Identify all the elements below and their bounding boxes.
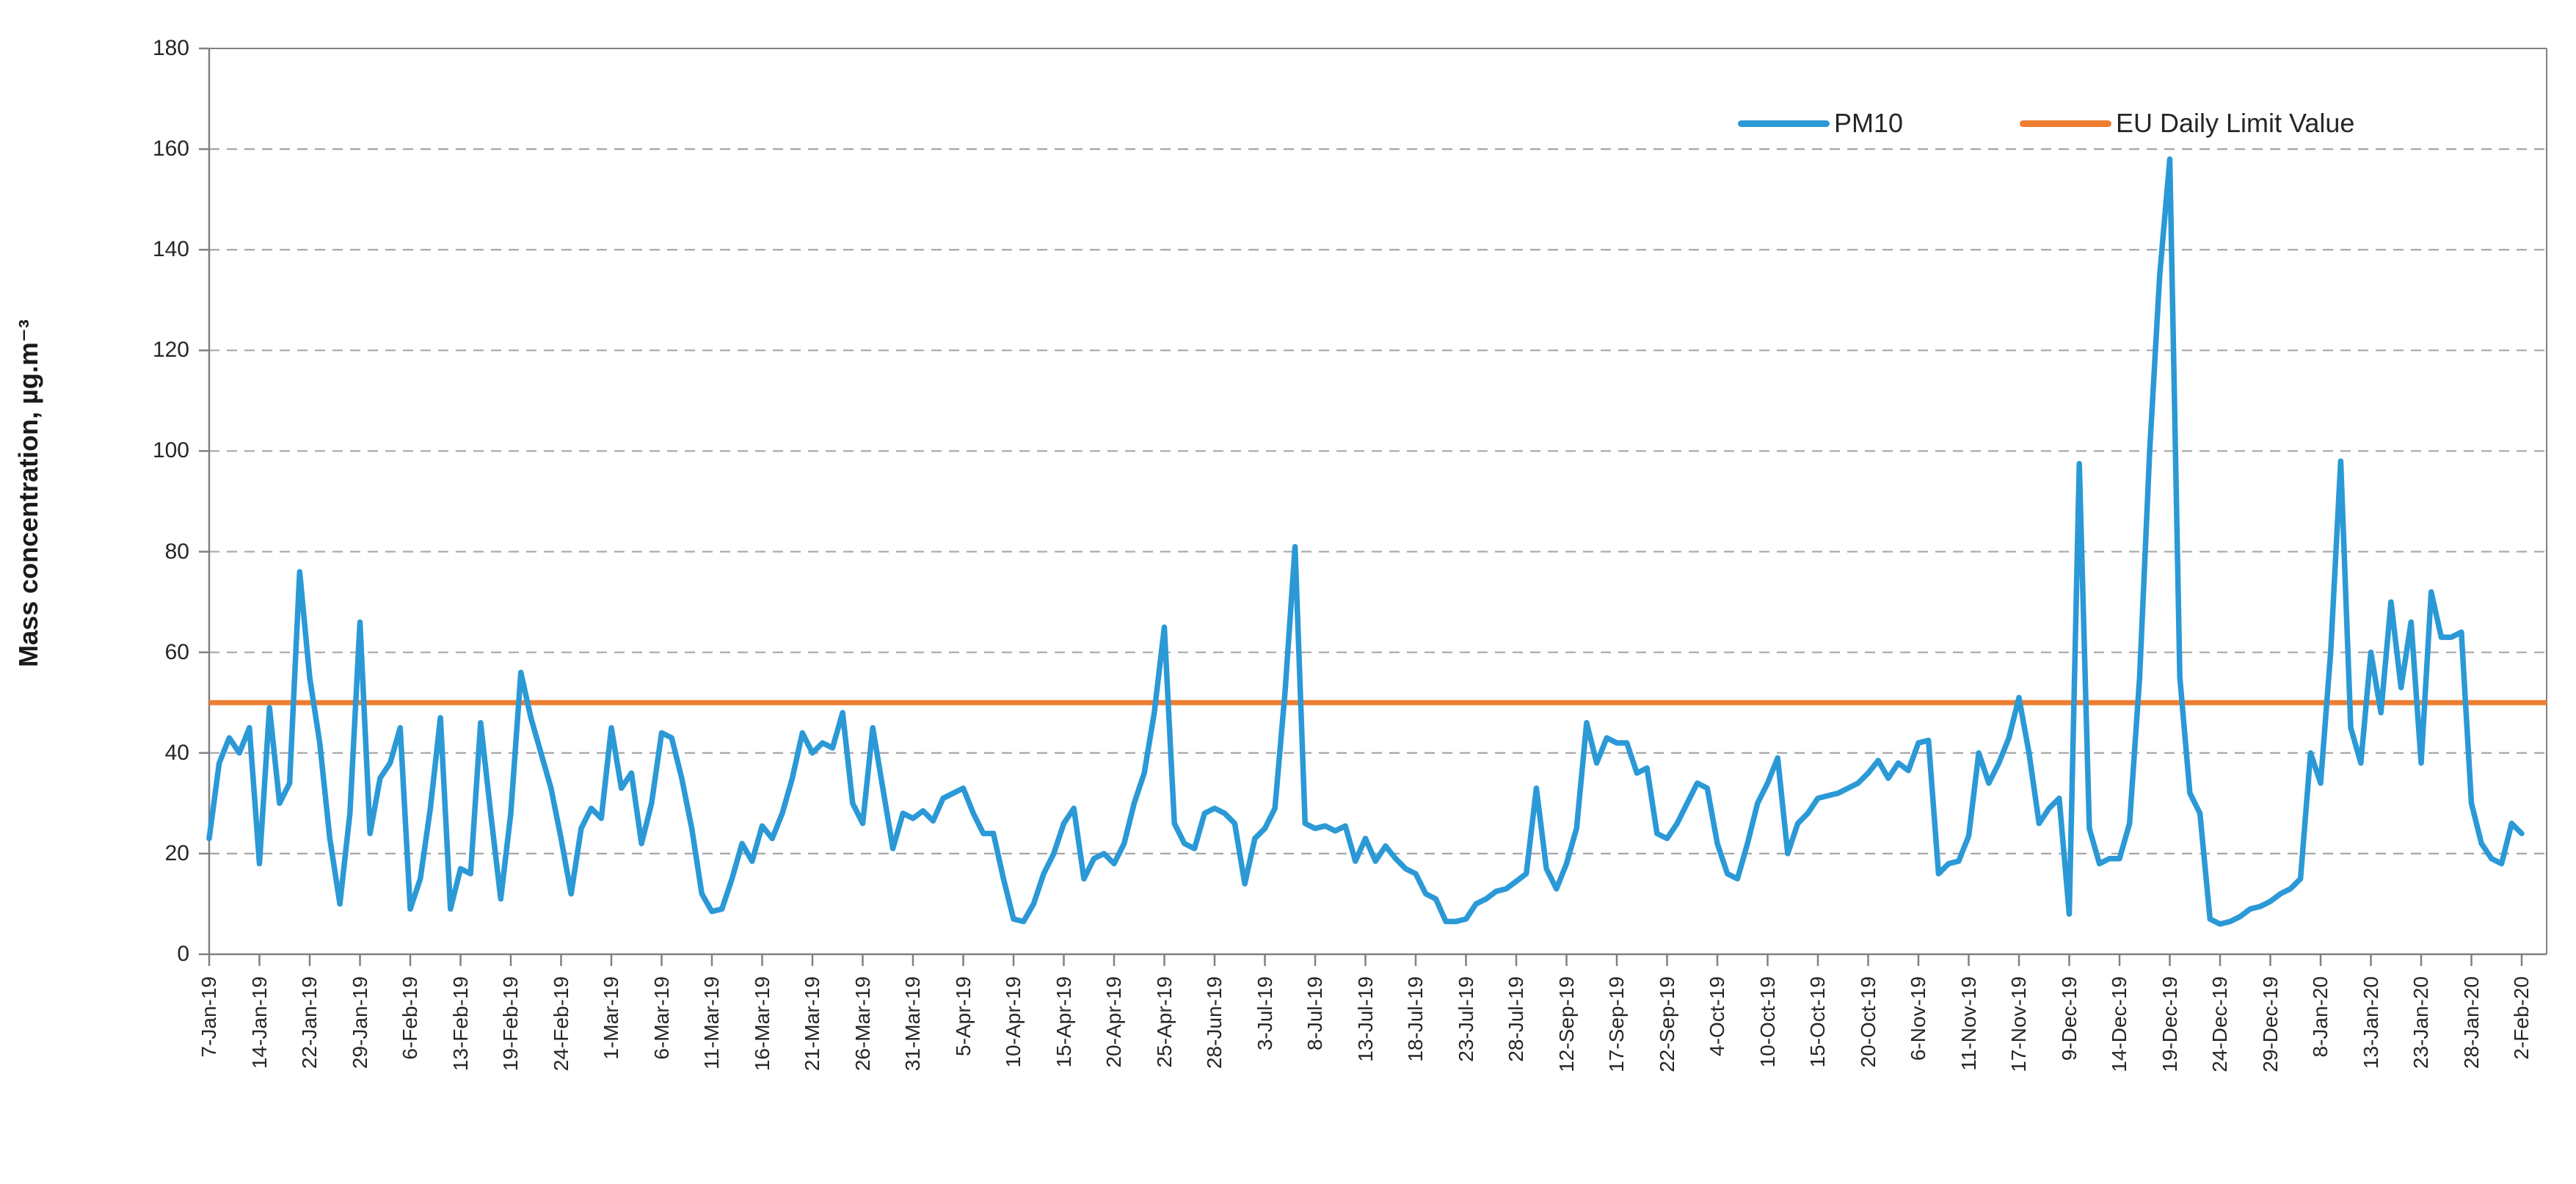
y-tick-label: 40 <box>164 740 189 765</box>
x-tick-label: 21-Mar-19 <box>801 976 823 1072</box>
x-tick-label: 23-Jul-19 <box>1454 976 1477 1062</box>
y-axis-title: Mass concentration, µg.m⁻³ <box>13 319 43 667</box>
x-tick-label: 20-Apr-19 <box>1102 976 1125 1068</box>
x-tick-label: 7-Jan-19 <box>197 976 220 1058</box>
y-tick-label: 20 <box>164 840 189 865</box>
eu-limit-legend-label: EU Daily Limit Value <box>2116 108 2355 138</box>
y-tick-label: 100 <box>152 438 189 463</box>
x-tick-label: 8-Jan-20 <box>2309 976 2332 1058</box>
x-tick-label: 16-Mar-19 <box>750 976 774 1072</box>
x-tick-label: 9-Dec-19 <box>2057 976 2081 1061</box>
x-tick-label: 15-Apr-19 <box>1052 976 1075 1068</box>
x-tick-label: 11-Nov-19 <box>1957 976 1980 1071</box>
axes <box>199 47 2547 966</box>
pm10-line <box>206 156 2525 927</box>
x-tick-label: 18-Jul-19 <box>1404 976 1427 1062</box>
x-tick-label: 10-Apr-19 <box>1002 976 1025 1068</box>
x-tick-label: 26-Mar-19 <box>851 976 874 1072</box>
legend-item-pm10: PM10 <box>1738 110 1903 137</box>
x-tick-label: 3-Jul-19 <box>1253 976 1276 1051</box>
y-tick-label: 140 <box>152 237 189 262</box>
x-tick-label: 15-Oct-19 <box>1806 976 1829 1068</box>
x-tick-label: 24-Feb-19 <box>549 976 572 1072</box>
x-tick-label: 13-Jan-20 <box>2359 976 2382 1069</box>
x-tick-label: 11-Mar-19 <box>700 976 723 1070</box>
eu-limit-legend-swatch <box>2020 120 2111 127</box>
x-tick-label: 6-Mar-19 <box>650 976 673 1060</box>
x-tick-label: 12-Sep-19 <box>1554 976 1578 1072</box>
y-tick-label: 80 <box>164 539 189 564</box>
x-tick-label: 23-Jan-20 <box>2409 976 2432 1069</box>
x-tick-label: 6-Nov-19 <box>1907 976 1929 1061</box>
x-tick-label: 22-Sep-19 <box>1655 976 1678 1072</box>
x-tick-label: 8-Jul-19 <box>1303 976 1326 1051</box>
x-tick-label: 29-Jan-19 <box>348 976 371 1069</box>
x-tick-label: 13-Jul-19 <box>1353 976 1377 1062</box>
x-tick-label: 31-Mar-19 <box>901 976 924 1072</box>
x-tick-label: 28-Jun-19 <box>1203 976 1226 1069</box>
y-tick-label: 160 <box>152 137 189 161</box>
gridlines <box>209 148 2547 854</box>
x-tick-label: 14-Dec-19 <box>2108 976 2131 1072</box>
x-tick-label: 4-Oct-19 <box>1706 976 1728 1056</box>
x-tick-label: 10-Oct-19 <box>1755 976 1779 1068</box>
x-tick-label: 17-Nov-19 <box>2007 976 2030 1072</box>
y-tick-label: 60 <box>164 639 189 664</box>
legend-item-eu-limit: EU Daily Limit Value <box>2020 110 2354 137</box>
x-tick-label: 24-Dec-19 <box>2208 976 2231 1072</box>
x-tick-label: 28-Jan-20 <box>2459 976 2483 1069</box>
x-tick-label: 6-Feb-19 <box>399 976 421 1060</box>
x-tick-label: 2-Feb-20 <box>2510 976 2533 1060</box>
pm10-legend-label: PM10 <box>1834 108 1904 138</box>
x-tick-label: 19-Dec-19 <box>2158 976 2181 1072</box>
x-tick-label: 1-Mar-19 <box>600 976 622 1060</box>
x-tick-label: 20-Oct-19 <box>1856 976 1880 1068</box>
y-tick-label: 120 <box>152 338 189 363</box>
x-tick-label: 5-Apr-19 <box>951 976 975 1056</box>
x-tick-label: 17-Sep-19 <box>1605 976 1628 1072</box>
x-tick-label: 19-Feb-19 <box>499 976 522 1072</box>
x-tick-label: 29-Dec-19 <box>2258 976 2282 1072</box>
x-tick-label: 28-Jul-19 <box>1505 976 1527 1062</box>
y-tick-label: 180 <box>152 36 189 60</box>
x-tick-label: 22-Jan-19 <box>298 976 321 1069</box>
x-tick-label: 25-Apr-19 <box>1152 976 1176 1068</box>
y-tick-label: 0 <box>177 942 189 966</box>
pm10-legend-swatch <box>1738 120 1830 127</box>
x-tick-label: 14-Jan-19 <box>247 976 271 1069</box>
x-tick-label: 13-Feb-19 <box>448 976 472 1072</box>
